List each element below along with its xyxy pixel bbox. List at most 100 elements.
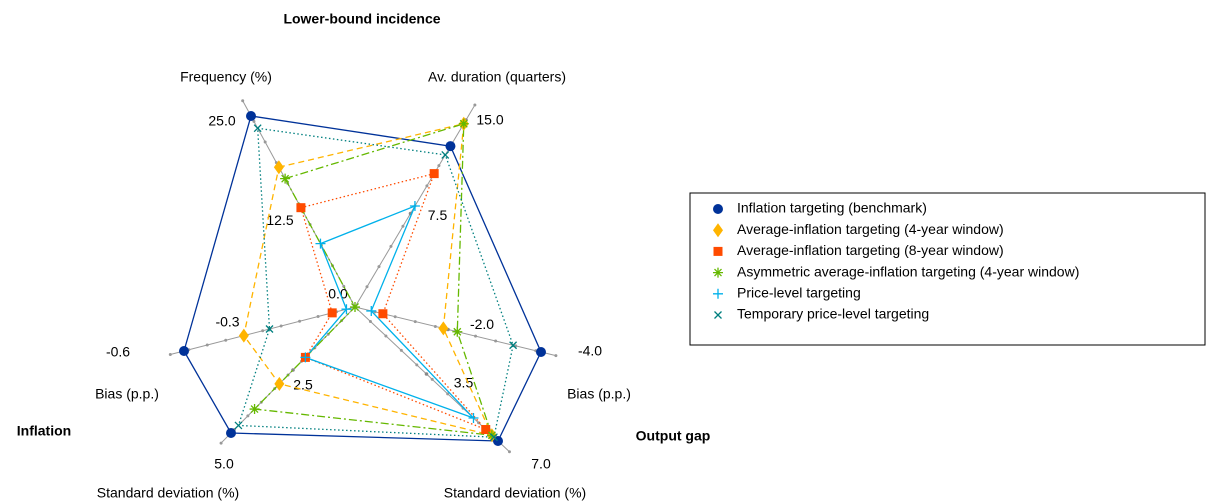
axis-dot xyxy=(437,164,441,168)
axis-dot xyxy=(399,348,403,352)
axis-dot xyxy=(368,319,372,323)
marker xyxy=(315,238,326,249)
axis-dot xyxy=(252,119,256,123)
tick-label: 15.0 xyxy=(476,112,503,128)
axis-dot xyxy=(554,354,558,358)
axis-name: Bias (p.p.) xyxy=(567,386,631,402)
axis-dot xyxy=(433,324,437,328)
marker xyxy=(458,118,469,129)
axis-dot xyxy=(425,184,429,188)
axis-dot xyxy=(205,343,209,347)
series-line xyxy=(183,115,542,442)
group-label: Inflation xyxy=(17,423,71,439)
tick-label: 7.0 xyxy=(531,456,551,472)
legend-marker xyxy=(713,204,723,214)
axis-name: Bias (p.p.) xyxy=(95,386,159,402)
marker xyxy=(296,203,306,213)
tick-label: 12.5 xyxy=(266,212,293,228)
marker xyxy=(409,201,420,212)
marker xyxy=(366,305,377,316)
axis-name: Standard deviation (%) xyxy=(444,485,586,501)
axis-dot xyxy=(219,441,223,445)
marker xyxy=(280,173,291,184)
axis-dot xyxy=(384,334,388,338)
tick-label: -0.3 xyxy=(215,314,239,330)
group-label: Output gap xyxy=(636,428,711,444)
legend-label: Price-level targeting xyxy=(737,285,861,301)
marker xyxy=(536,347,546,357)
marker xyxy=(249,404,260,415)
tick-mark xyxy=(424,372,429,376)
tick-label: 5.0 xyxy=(214,456,234,472)
marker xyxy=(300,352,311,363)
marker xyxy=(452,326,463,337)
marker xyxy=(273,160,284,175)
legend-label: Inflation targeting (benchmark) xyxy=(737,200,927,216)
tick-label: 0.0 xyxy=(328,286,348,302)
marker xyxy=(238,328,249,343)
tick-label: 2.5 xyxy=(293,377,313,393)
marker xyxy=(341,304,352,315)
axis-dot xyxy=(401,224,405,228)
axis-dot xyxy=(168,353,172,357)
tick-label: 7.5 xyxy=(428,207,448,223)
marker xyxy=(445,141,456,152)
axis-dot xyxy=(473,103,477,107)
legend-marker xyxy=(713,267,723,278)
marker xyxy=(438,321,449,336)
axis-dot xyxy=(316,315,320,319)
marker xyxy=(429,169,439,179)
marker xyxy=(253,124,262,133)
legend-label: Asymmetric average-inflation targeting (… xyxy=(737,263,1079,279)
marker xyxy=(481,425,491,435)
axis-dot xyxy=(241,99,245,103)
tick-label: -0.6 xyxy=(106,344,130,360)
axis-dot xyxy=(263,140,267,144)
axis-dot xyxy=(246,414,250,418)
axis-dot xyxy=(393,315,397,319)
axis-dot xyxy=(298,319,302,323)
legend-label: Average-inflation targeting (8-year wind… xyxy=(737,242,1004,258)
tick-label: 25.0 xyxy=(208,113,235,129)
axis-dot xyxy=(261,329,265,333)
axis-dot xyxy=(365,285,369,289)
marker xyxy=(246,111,256,121)
axis-dot xyxy=(415,363,419,367)
legend-label: Temporary price-level targeting xyxy=(737,306,929,322)
axis-dot xyxy=(377,265,381,269)
marker xyxy=(234,421,243,430)
legend-marker xyxy=(713,288,723,299)
marker xyxy=(327,308,337,318)
axis-dot xyxy=(430,377,434,381)
legend-label: Average-inflation targeting (4-year wind… xyxy=(737,221,1004,237)
axis-dot xyxy=(474,334,478,338)
marker xyxy=(378,309,388,319)
tick-label: 3.5 xyxy=(454,375,474,391)
axis-name: Frequency (%) xyxy=(180,69,272,85)
axis-dot xyxy=(279,324,283,328)
axis-dot xyxy=(494,339,498,343)
marker xyxy=(350,302,360,312)
marker xyxy=(509,341,518,350)
legend-box xyxy=(689,192,1206,346)
marker xyxy=(489,433,498,442)
axis-dot xyxy=(507,450,511,454)
marker xyxy=(441,150,450,159)
tick-label: -2.0 xyxy=(470,316,494,332)
marker xyxy=(274,376,285,391)
marker xyxy=(226,428,236,438)
marker xyxy=(468,413,479,424)
marker xyxy=(265,325,274,333)
axis-dot xyxy=(413,320,417,324)
axis-dot xyxy=(446,392,450,396)
axis-dot xyxy=(389,244,393,248)
legend-marker xyxy=(714,311,722,319)
axis-dot xyxy=(224,338,228,342)
axis-name: Standard deviation (%) xyxy=(97,485,239,501)
marker xyxy=(179,346,189,356)
legend-marker xyxy=(713,246,723,256)
legend-marker xyxy=(713,223,723,238)
axis-name: Av. duration (quarters) xyxy=(428,69,566,85)
axis-dot xyxy=(477,421,481,425)
